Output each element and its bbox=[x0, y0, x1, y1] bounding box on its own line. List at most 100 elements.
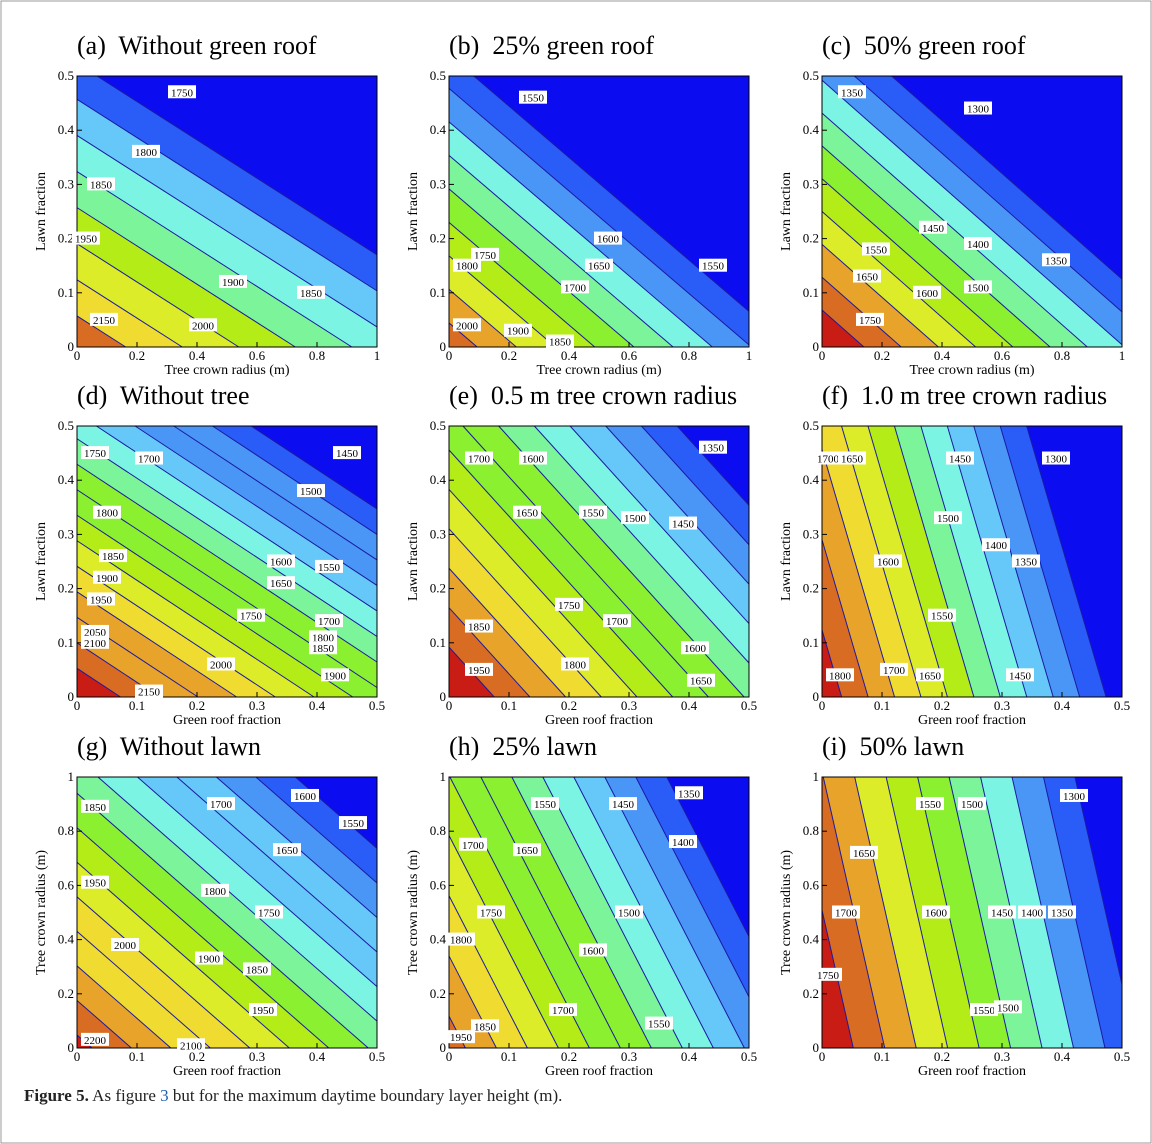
contour-line bbox=[821, 145, 1051, 348]
contour-label-box bbox=[958, 797, 986, 811]
contour-line bbox=[76, 827, 330, 1049]
contour-label-box bbox=[1048, 905, 1076, 919]
contour-line bbox=[76, 1000, 132, 1049]
contour-label-box bbox=[675, 786, 703, 800]
x-axis-label: Green roof fraction bbox=[918, 1064, 1026, 1079]
y-tick-label: 0.6 bbox=[803, 877, 820, 892]
plot-frame bbox=[821, 425, 1123, 698]
contour-label-box bbox=[471, 247, 499, 261]
contour-label: 1800 bbox=[456, 261, 479, 273]
contour-label: 1650 bbox=[276, 845, 299, 857]
panel-title: (d) Without tree bbox=[77, 381, 249, 410]
contour-label-box bbox=[853, 269, 881, 283]
y-tick-label: 0.3 bbox=[803, 176, 819, 191]
contour-line bbox=[76, 896, 251, 1049]
x-tick-label: 0.5 bbox=[1114, 698, 1130, 713]
contour-label: 1350 bbox=[1015, 557, 1038, 569]
contour-label-box bbox=[135, 451, 163, 465]
contour-label-box bbox=[922, 905, 950, 919]
contour-label-box bbox=[297, 285, 325, 299]
contour-label-box bbox=[93, 570, 121, 584]
contour-label: 1750 bbox=[859, 315, 882, 327]
contour-label-box bbox=[838, 451, 866, 465]
contour-line bbox=[893, 425, 975, 698]
contour-line bbox=[76, 438, 378, 637]
y-tick-label: 0.1 bbox=[430, 285, 446, 300]
contour-line bbox=[76, 565, 276, 698]
contour-label-box bbox=[99, 549, 127, 563]
contour-line bbox=[462, 425, 709, 698]
y-tick-label: 0 bbox=[440, 339, 447, 354]
contour-label-box bbox=[465, 451, 493, 465]
contour-line bbox=[76, 489, 378, 688]
contour-label: 1650 bbox=[856, 272, 879, 284]
contour-line bbox=[76, 463, 378, 663]
y-tick-label: 0.4 bbox=[803, 932, 820, 947]
contour-line bbox=[1026, 425, 1107, 698]
contour-label: 1600 bbox=[916, 288, 939, 300]
plot-frame bbox=[76, 425, 378, 698]
contour-line bbox=[635, 776, 750, 998]
y-tick-label: 0.3 bbox=[58, 176, 74, 191]
contour-label-box bbox=[594, 231, 622, 245]
contour-label: 1550 bbox=[534, 799, 557, 811]
contour-label: 1450 bbox=[336, 448, 359, 460]
contour-line bbox=[821, 309, 865, 348]
x-tick-label: 0.8 bbox=[1054, 348, 1070, 363]
contour-label: 1600 bbox=[684, 643, 707, 655]
contour-label-box bbox=[555, 597, 583, 611]
y-tick-label: 0.2 bbox=[430, 231, 446, 246]
contour-label: 1800 bbox=[450, 935, 473, 947]
y-axis-label: Lawn fraction bbox=[34, 172, 49, 251]
contour-label-box bbox=[321, 668, 349, 682]
x-tick-label: 0.2 bbox=[561, 1049, 577, 1064]
contour-label-box bbox=[934, 511, 962, 525]
contour-label-box bbox=[579, 505, 607, 519]
contour-line bbox=[854, 75, 1123, 313]
contour-label: 1600 bbox=[270, 557, 293, 569]
contour-label-box bbox=[645, 1016, 673, 1030]
contour-line bbox=[448, 188, 635, 348]
contour-label: 1750 bbox=[558, 600, 581, 612]
contour-line bbox=[448, 955, 497, 1049]
x-tick-label: 0.3 bbox=[994, 1049, 1010, 1064]
contour-line bbox=[76, 171, 353, 348]
contour-label-box bbox=[447, 932, 475, 946]
contour-label-box bbox=[273, 843, 301, 857]
y-tick-label: 0.4 bbox=[430, 122, 447, 137]
y-axis-label: Tree crown radius (m) bbox=[406, 850, 421, 975]
y-tick-label: 0.8 bbox=[803, 823, 819, 838]
contour-label: 1900 bbox=[324, 670, 347, 682]
y-tick-label: 0.5 bbox=[58, 68, 74, 83]
panel-title: (c) 50% green roof bbox=[822, 31, 1026, 60]
contour-label-box bbox=[471, 1019, 499, 1033]
contour-label-box bbox=[669, 516, 697, 530]
caption-ref[interactable]: 3 bbox=[160, 1086, 169, 1105]
contour-label: 1700 bbox=[835, 908, 858, 920]
contour-label-box bbox=[1042, 451, 1070, 465]
y-tick-label: 1 bbox=[813, 769, 820, 784]
contour-label-box bbox=[81, 624, 109, 638]
contour-line bbox=[448, 835, 559, 1049]
contour-label: 1650 bbox=[516, 508, 539, 520]
contour-label: 1550 bbox=[342, 818, 365, 830]
contour-line bbox=[604, 776, 745, 1049]
x-axis-label: Tree crown radius (m) bbox=[909, 363, 1034, 378]
contour-line bbox=[867, 425, 948, 698]
contour-label-box bbox=[465, 662, 493, 676]
contour-label-box bbox=[561, 657, 589, 671]
panel: (f) 1.0 m tree crown radius 0 0.1 0.2 0.3 0.4… bbox=[779, 381, 1130, 728]
contour-label: 1450 bbox=[672, 519, 695, 531]
x-tick-label: 0.4 bbox=[934, 348, 951, 363]
contour-label: 1400 bbox=[985, 540, 1008, 552]
contour-label: 2000 bbox=[456, 320, 479, 332]
contour-label: 1750 bbox=[817, 970, 840, 982]
plot-frame bbox=[76, 75, 378, 348]
contour-line bbox=[891, 75, 1123, 280]
x-tick-label: 0.4 bbox=[309, 1049, 326, 1064]
contour-line bbox=[76, 207, 296, 348]
y-tick-label: 0.5 bbox=[803, 68, 819, 83]
y-tick-label: 0.2 bbox=[803, 231, 819, 246]
x-tick-label: 0.2 bbox=[501, 348, 517, 363]
